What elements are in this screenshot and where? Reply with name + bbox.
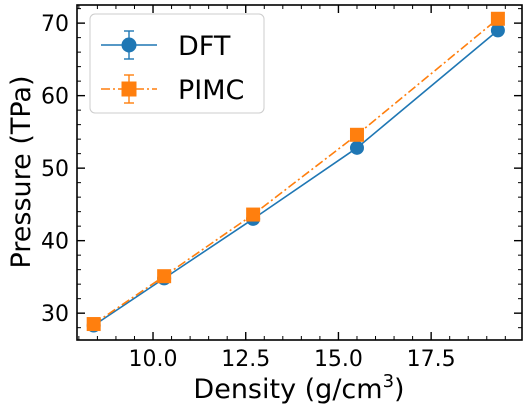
- legend-entries: DFT PIMC: [101, 30, 244, 106]
- data-point-pimc: [490, 11, 505, 26]
- data-point-dft: [490, 23, 505, 38]
- data-point-pimc: [246, 207, 261, 222]
- y-tick-label: 50: [41, 157, 69, 182]
- legend: DFT PIMC: [89, 13, 265, 114]
- x-tick-label: 10.0: [129, 347, 178, 372]
- series-layer: [86, 11, 505, 333]
- x-axis-label: Density (g/cm3): [193, 371, 404, 405]
- legend-entry-pimc: PIMC: [101, 74, 244, 106]
- y-tick-label: 40: [41, 230, 69, 255]
- x-tick-label: 17.5: [407, 347, 456, 372]
- y-axis-label: Pressure (TPa): [6, 75, 37, 268]
- legend-marker-dft: [121, 37, 137, 53]
- data-point-dft: [349, 140, 364, 155]
- legend-marker-pimc: [121, 81, 137, 97]
- y-tick-label: 30: [41, 302, 69, 327]
- axis-ticks: [77, 5, 522, 340]
- data-point-pimc: [86, 317, 101, 332]
- x-tick-label: 12.5: [221, 347, 270, 372]
- data-point-pimc: [157, 269, 172, 284]
- legend-label-dft: DFT: [178, 31, 231, 62]
- y-tick-label: 70: [41, 12, 69, 37]
- y-tick-labels: 30 40 50 60 70: [41, 12, 69, 327]
- legend-label-pimc: PIMC: [178, 75, 244, 106]
- y-tick-label: 60: [41, 85, 69, 110]
- plot-frame: [76, 4, 523, 341]
- series-pimc: [86, 11, 505, 332]
- x-tick-labels: 10.0 12.5 15.0 17.5: [129, 347, 456, 372]
- data-point-pimc: [349, 127, 364, 142]
- legend-entry-dft: DFT: [101, 30, 231, 62]
- x-tick-label: 15.0: [314, 347, 363, 372]
